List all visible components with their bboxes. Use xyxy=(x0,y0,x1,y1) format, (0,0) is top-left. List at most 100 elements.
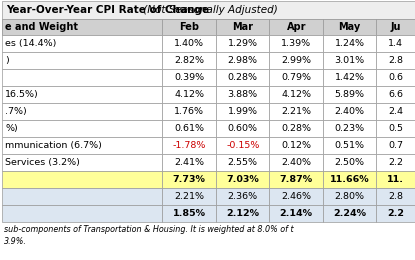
Bar xyxy=(269,188,323,205)
Bar xyxy=(163,69,216,86)
Bar xyxy=(2,1,415,19)
Bar xyxy=(2,19,163,35)
Bar xyxy=(163,154,216,171)
Bar xyxy=(323,35,376,52)
Bar xyxy=(163,171,216,188)
Bar xyxy=(163,205,216,222)
Bar xyxy=(269,69,323,86)
Text: 2.24%: 2.24% xyxy=(333,209,366,218)
Text: 2.12%: 2.12% xyxy=(226,209,259,218)
Bar xyxy=(216,103,269,120)
Text: 7.73%: 7.73% xyxy=(173,175,206,184)
Bar xyxy=(2,137,163,154)
Bar xyxy=(2,52,163,69)
Bar xyxy=(376,137,415,154)
Text: 2.21%: 2.21% xyxy=(174,192,204,201)
Bar xyxy=(323,205,376,222)
Text: 0.12%: 0.12% xyxy=(281,141,311,150)
Bar xyxy=(376,52,415,69)
Text: 0.23%: 0.23% xyxy=(334,124,365,133)
Text: 5.89%: 5.89% xyxy=(335,90,365,99)
Bar xyxy=(269,86,323,103)
Text: 7.03%: 7.03% xyxy=(226,175,259,184)
Text: 2.14%: 2.14% xyxy=(280,209,313,218)
Text: 3.88%: 3.88% xyxy=(228,90,258,99)
Text: 2.55%: 2.55% xyxy=(228,158,258,167)
Text: 3.01%: 3.01% xyxy=(334,56,365,65)
Text: Ju: Ju xyxy=(391,22,401,32)
Text: May: May xyxy=(339,22,361,32)
Text: 1.24%: 1.24% xyxy=(335,39,365,48)
Text: 1.39%: 1.39% xyxy=(281,39,311,48)
Text: 2.41%: 2.41% xyxy=(174,158,204,167)
Bar xyxy=(269,19,323,35)
Bar xyxy=(216,86,269,103)
Bar xyxy=(2,35,163,52)
Bar xyxy=(163,188,216,205)
Text: Year-Over-Year CPI Rate of Change: Year-Over-Year CPI Rate of Change xyxy=(6,5,209,15)
Text: (Not Seasonally Adjusted): (Not Seasonally Adjusted) xyxy=(140,5,277,15)
Text: 0.6: 0.6 xyxy=(388,73,403,82)
Bar xyxy=(269,35,323,52)
Text: mmunication (6.7%): mmunication (6.7%) xyxy=(5,141,102,150)
Bar xyxy=(376,205,415,222)
Text: ): ) xyxy=(5,56,9,65)
Bar xyxy=(216,154,269,171)
Text: Feb: Feb xyxy=(179,22,199,32)
Bar xyxy=(2,86,163,103)
Text: -0.15%: -0.15% xyxy=(226,141,259,150)
Text: 11.: 11. xyxy=(387,175,404,184)
Text: Mar: Mar xyxy=(232,22,253,32)
Bar xyxy=(163,120,216,137)
Bar xyxy=(216,137,269,154)
Text: 2.46%: 2.46% xyxy=(281,192,311,201)
Bar xyxy=(269,205,323,222)
Text: 2.80%: 2.80% xyxy=(335,192,365,201)
Text: 6.6: 6.6 xyxy=(388,90,403,99)
Text: .7%): .7%) xyxy=(5,107,27,116)
Bar xyxy=(323,171,376,188)
Bar xyxy=(2,103,163,120)
Bar xyxy=(216,35,269,52)
Bar xyxy=(2,120,163,137)
Bar xyxy=(2,19,415,35)
Bar xyxy=(323,188,376,205)
Bar xyxy=(376,69,415,86)
Bar xyxy=(323,137,376,154)
Bar xyxy=(323,69,376,86)
Bar xyxy=(216,52,269,69)
Text: 0.79%: 0.79% xyxy=(281,73,311,82)
Bar xyxy=(376,120,415,137)
Text: 2.50%: 2.50% xyxy=(335,158,365,167)
Bar xyxy=(323,52,376,69)
Bar xyxy=(2,205,163,222)
Text: 2.2: 2.2 xyxy=(388,158,403,167)
Text: 1.29%: 1.29% xyxy=(228,39,258,48)
Text: 1.85%: 1.85% xyxy=(173,209,206,218)
Text: 2.98%: 2.98% xyxy=(228,56,258,65)
Bar xyxy=(376,188,415,205)
Text: Services (3.2%): Services (3.2%) xyxy=(5,158,80,167)
Bar xyxy=(216,19,269,35)
Bar xyxy=(323,103,376,120)
Text: 3.9%.: 3.9%. xyxy=(4,237,27,245)
Text: 2.99%: 2.99% xyxy=(281,56,311,65)
Text: 0.61%: 0.61% xyxy=(174,124,204,133)
Bar xyxy=(269,171,323,188)
Text: Apr: Apr xyxy=(286,22,306,32)
Bar xyxy=(216,69,269,86)
Text: 0.28%: 0.28% xyxy=(228,73,258,82)
Bar xyxy=(2,171,163,188)
Bar xyxy=(323,19,376,35)
Bar xyxy=(163,103,216,120)
Text: 16.5%): 16.5%) xyxy=(5,90,39,99)
Text: 0.60%: 0.60% xyxy=(228,124,258,133)
Text: 2.36%: 2.36% xyxy=(228,192,258,201)
Text: 2.40%: 2.40% xyxy=(335,107,365,116)
Text: es (14.4%): es (14.4%) xyxy=(5,39,56,48)
Text: -1.78%: -1.78% xyxy=(173,141,206,150)
Text: 4.12%: 4.12% xyxy=(281,90,311,99)
Text: 2.21%: 2.21% xyxy=(281,107,311,116)
Bar xyxy=(376,154,415,171)
Text: 11.66%: 11.66% xyxy=(330,175,369,184)
